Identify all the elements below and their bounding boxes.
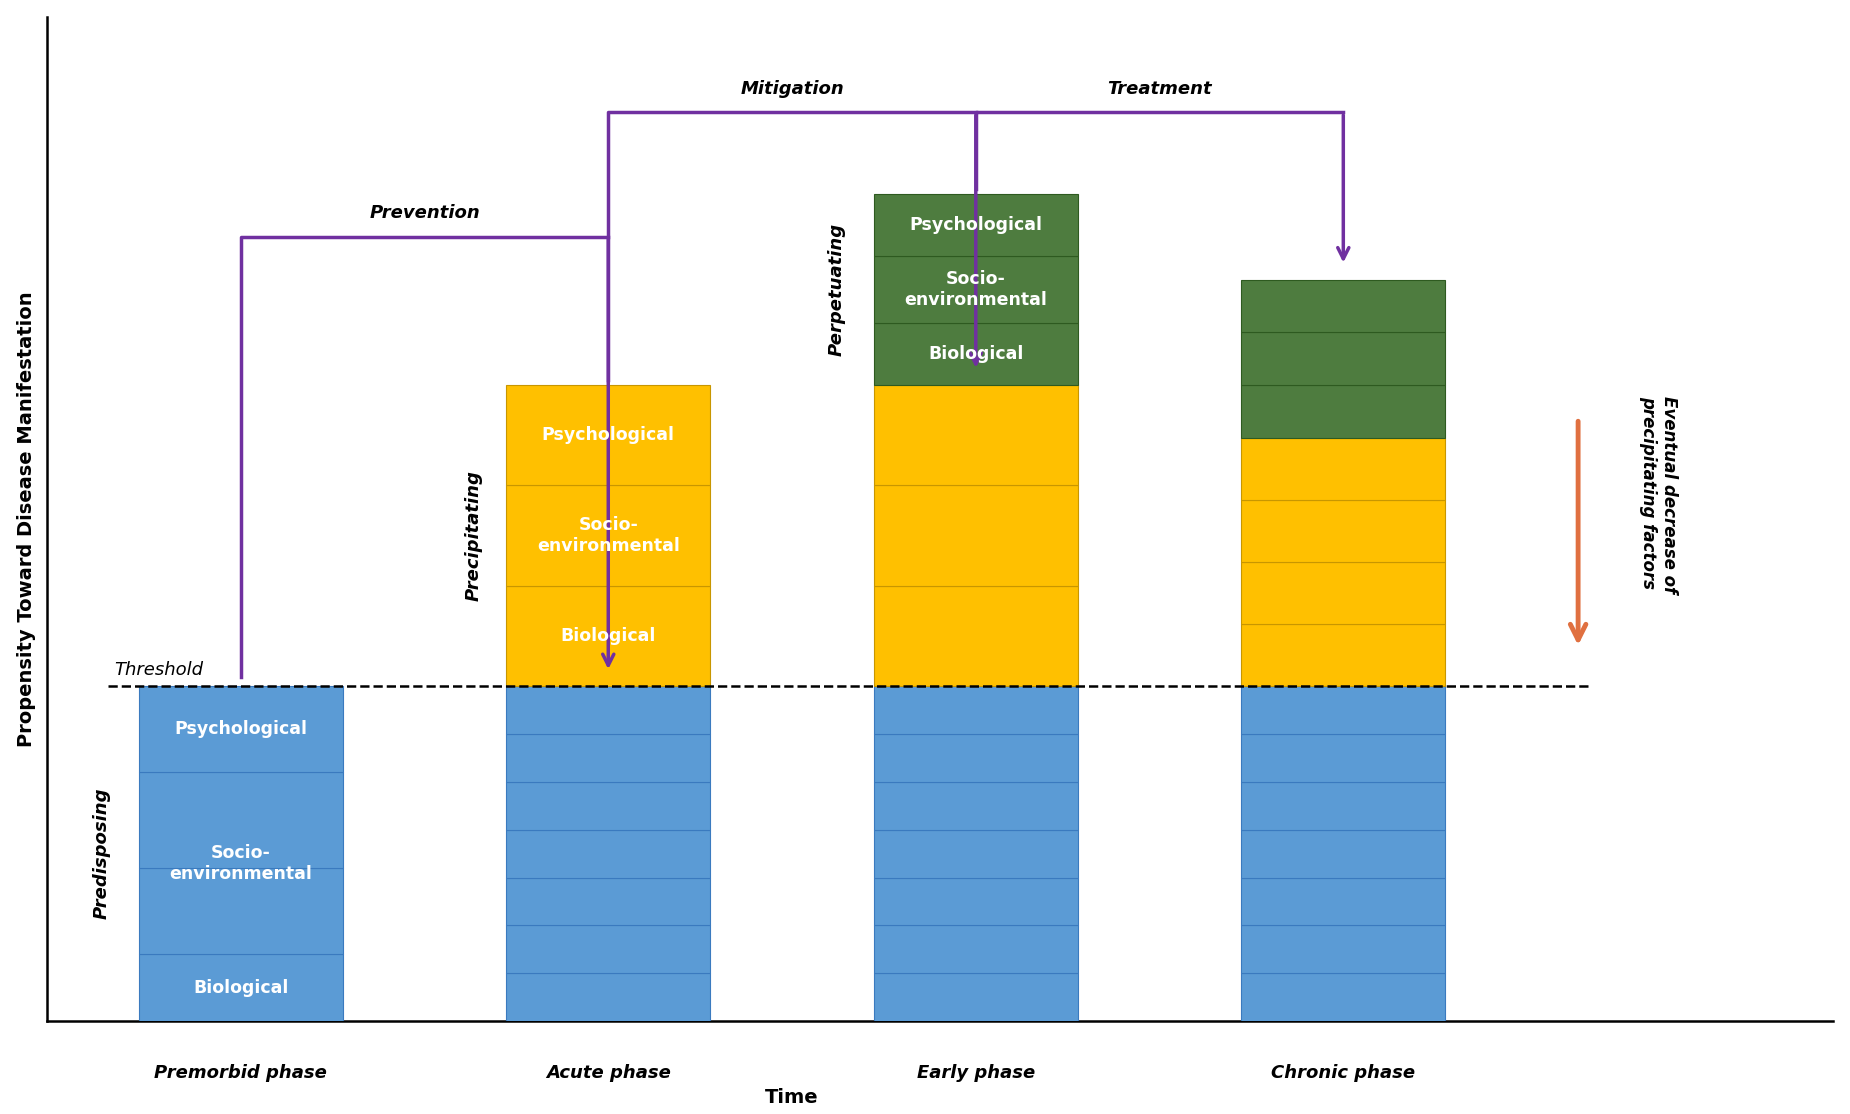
Bar [507, 686, 710, 734]
Bar [1241, 500, 1445, 561]
Bar [1241, 782, 1445, 830]
Bar [1241, 878, 1445, 926]
Bar [873, 686, 1079, 734]
Text: Biological: Biological [192, 979, 289, 997]
Bar [873, 926, 1079, 974]
Bar [873, 586, 1079, 686]
Bar [139, 868, 342, 955]
Text: Early phase: Early phase [916, 1064, 1034, 1082]
Bar [873, 385, 1079, 486]
Text: Time: Time [766, 1088, 820, 1107]
Text: Mitigation: Mitigation [740, 80, 844, 98]
Bar [873, 486, 1079, 586]
Text: Predisposing: Predisposing [92, 788, 111, 919]
Bar [139, 686, 342, 772]
Bar [873, 830, 1079, 878]
Bar [139, 772, 342, 868]
Bar [1241, 332, 1445, 385]
Bar [1241, 561, 1445, 624]
Bar [507, 926, 710, 974]
Bar [1241, 734, 1445, 782]
Bar [873, 782, 1079, 830]
Bar [507, 734, 710, 782]
Bar [507, 385, 710, 486]
Text: Psychological: Psychological [174, 721, 307, 739]
Bar [1241, 926, 1445, 974]
Bar [1241, 974, 1445, 1022]
Bar [873, 974, 1079, 1022]
Bar [873, 256, 1079, 323]
Text: Premorbid phase: Premorbid phase [154, 1064, 327, 1082]
Bar [1241, 385, 1445, 438]
Bar [873, 194, 1079, 256]
Text: Eventual decrease of
precipitating factors: Eventual decrease of precipitating facto… [1639, 397, 1678, 594]
Text: Chronic phase: Chronic phase [1271, 1064, 1415, 1082]
Text: Prevention: Prevention [370, 204, 479, 223]
Text: Biological: Biological [929, 345, 1023, 363]
Text: Biological: Biological [561, 627, 657, 645]
Text: Treatment: Treatment [1108, 80, 1212, 98]
Text: Psychological: Psychological [910, 216, 1042, 234]
Text: Socio-
environmental: Socio- environmental [536, 516, 679, 555]
Text: Threshold: Threshold [115, 661, 204, 678]
Bar [507, 974, 710, 1022]
Y-axis label: Propensity Toward Disease Manifestation: Propensity Toward Disease Manifestation [17, 291, 35, 746]
Bar [873, 878, 1079, 926]
Text: Psychological: Psychological [542, 427, 675, 444]
Text: Acute phase: Acute phase [546, 1064, 672, 1082]
Bar [507, 830, 710, 878]
Bar [873, 734, 1079, 782]
Text: Socio-
environmental: Socio- environmental [905, 270, 1047, 309]
Bar [1241, 438, 1445, 500]
Bar [507, 486, 710, 586]
Text: Precipitating: Precipitating [464, 470, 483, 602]
Text: Perpetuating: Perpetuating [829, 223, 845, 355]
Text: Socio-
environmental: Socio- environmental [170, 844, 313, 882]
Bar [507, 878, 710, 926]
Bar [1241, 280, 1445, 332]
Bar [1241, 830, 1445, 878]
Bar [1241, 686, 1445, 734]
Bar [507, 586, 710, 686]
Bar [139, 955, 342, 1022]
Bar [873, 323, 1079, 385]
Bar [1241, 624, 1445, 686]
Bar [507, 782, 710, 830]
